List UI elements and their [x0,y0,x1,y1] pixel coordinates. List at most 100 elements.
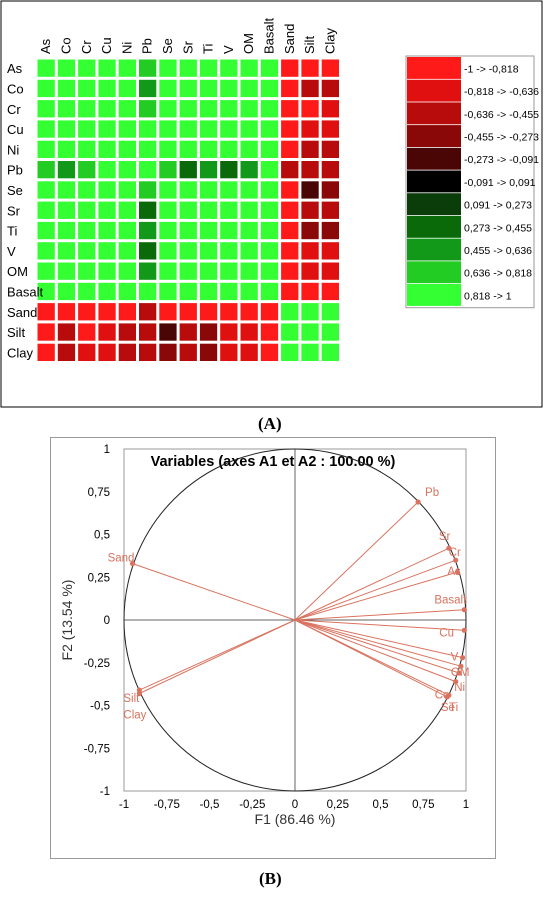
x-tick-label: -0,5 [200,799,220,811]
point-label-Sr: Sr [439,531,451,543]
heatmap-cell-Sr-As [37,201,55,219]
heatmap-cell-Ni-Se [159,140,177,158]
row-label-Ti: Ti [7,224,17,239]
heatmap-cell-Sr-Basalt [260,201,279,219]
heatmap-cell-Co-Basalt [260,79,279,98]
legend-label-10: 0,818 -> 1 [464,290,512,302]
heatmap-cell-Cu-Ti [199,120,218,138]
heatmap-cell-Silt-Basalt [260,323,279,341]
heatmap-cell-Ti-Ti [199,221,218,240]
heatmap-cell-Cu-Cu [98,120,116,138]
heatmap-cell-Clay-OM [240,343,258,361]
heatmap-cell-As-Pb [139,59,157,77]
heatmap-cell-Ni-Cu [98,140,116,158]
heatmap-cell-Co-OM [240,79,258,98]
legend-label-1: -0,818 -> -0,636 [464,86,539,98]
heatmap-cell-Clay-Ni [118,343,136,361]
vector-As [294,571,458,621]
heatmap-cell-Pb-Pb [139,161,157,179]
point-V [460,655,466,661]
point-Basalt [461,607,467,613]
heatmap-cell-Cu-As [37,120,55,138]
heatmap-cell-Cu-Basalt [260,120,279,138]
heatmap-cell-Basalt-Cu [98,282,116,301]
heatmap-cell-Clay-Basalt [260,343,279,361]
heatmap-cell-Clay-Sand [281,343,299,361]
heatmap-cell-Cu-Pb [139,120,157,138]
heatmap-cell-Ti-As [37,221,55,240]
heatmap-cell-Ti-OM [240,221,258,240]
col-label-Cu: Cu [99,37,114,54]
heatmap-cell-Ni-Basalt [260,140,279,158]
heatmap-cell-V-Ni [118,242,136,260]
col-label-Silt: Silt [302,36,317,54]
heatmap-cell-Sand-V [220,303,238,321]
heatmap-cell-Cr-V [220,100,238,118]
heatmap-cell-Co-Sand [281,79,299,98]
heatmap-cell-Basalt-Pb [139,282,157,301]
vector-Basalt [294,609,465,621]
row-label-Sand: Sand [7,305,37,320]
heatmap-cell-Se-Sand [281,181,299,199]
heatmap-cell-Cr-Cr [78,100,96,118]
heatmap-cell-Ni-Clay [321,140,339,158]
heatmap-cell-Sand-Co [57,303,76,321]
heatmap-cell-Silt-Se [159,323,177,341]
point-Clay [136,690,142,697]
heatmap-cell-Ni-OM [240,140,258,158]
heatmap-cell-OM-Cr [78,262,96,280]
heatmap-cell-OM-Ni [118,262,136,280]
heatmap-cell-Clay-Clay [321,343,339,361]
row-label-Pb: Pb [7,163,23,178]
heatmap-cell-Sand-OM [240,303,258,321]
heatmap-cell-Basalt-Silt [301,282,319,301]
heatmap-cell-Basalt-Basalt [260,282,279,301]
x-tick-label: -1 [119,799,129,811]
heatmap-cell-V-Sand [281,242,299,260]
heatmap-cell-Sand-Ni [118,303,136,321]
correlation-circle [123,448,467,792]
heatmap-cell-OM-OM [240,262,258,280]
y-tick-label: 0 [104,615,110,627]
heatmap-cell-As-Sand [281,59,299,77]
heatmap-cell-Se-Silt [301,181,319,199]
vector-Se [294,619,450,696]
legend-label-3: -0,455 -> -0,273 [464,131,539,143]
heatmap-cell-Clay-Sr [179,343,197,361]
vector-Silt [139,619,296,691]
point-label-As: As [447,566,461,578]
heatmap-cell-Ni-Silt [301,140,319,158]
point-label-Silt: Silt [123,693,140,705]
heatmap-cell-OM-Pb [139,262,157,280]
vector-Sr [294,547,450,621]
point-Ni [456,670,462,676]
heatmap-cell-Silt-Clay [321,323,339,341]
heatmap-cell-Sand-Ti [199,303,218,321]
y-tick-label: -0,5 [90,701,110,713]
heatmap-cell-Co-Silt [301,79,319,98]
x-tick-label: -0,75 [154,799,180,811]
heatmap-cell-Clay-Cr [78,343,96,361]
heatmap-cell-Sr-Se [159,201,177,219]
col-label-As: As [38,38,53,54]
heatmap-cell-Basalt-Cr [78,282,96,301]
heatmap-cell-Clay-Ti [199,343,218,361]
point-As [454,569,460,575]
heatmap-cell-V-Basalt [260,242,279,260]
heatmap-cell-Ni-V [220,140,238,158]
heatmap-cell-OM-Co [57,262,76,280]
heatmap-cell-Cr-Silt [301,100,319,118]
heatmap-cell-As-Cu [98,59,116,77]
point-label-Co: Co [435,690,450,702]
heatmap-cell-Sr-Ti [199,201,218,219]
heatmap-cell-Se-Pb [139,181,157,199]
point-label-Cr: Cr [449,547,461,559]
row-label-Clay: Clay [7,345,34,360]
heatmap-cell-Se-Cr [78,181,96,199]
heatmap-cell-Sand-Clay [321,303,339,321]
heatmap-cell-Sr-Sr [179,201,197,219]
heatmap-cell-Sand-Silt [301,303,319,321]
heatmap-cell-Cr-Se [159,100,177,118]
row-label-Basalt: Basalt [7,284,44,299]
col-label-Ti: Ti [201,44,216,54]
